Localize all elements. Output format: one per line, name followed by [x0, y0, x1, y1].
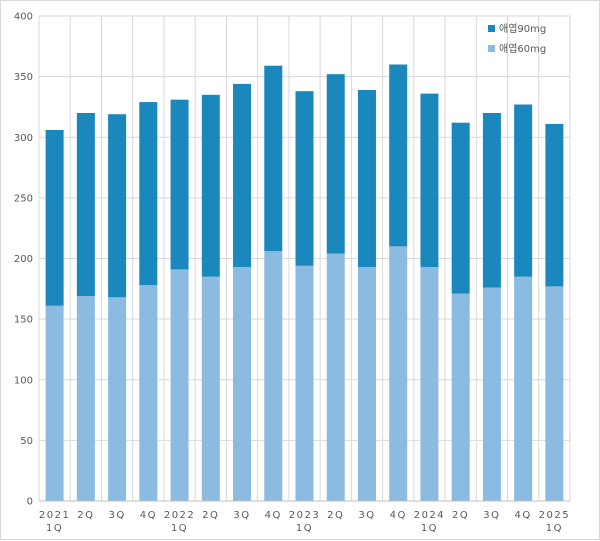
- x-tick-label-16-1: 1Q: [546, 523, 563, 534]
- bar-60mg-13: [451, 293, 470, 501]
- bar-60mg-11: [389, 246, 408, 501]
- bar-90mg-2: [108, 114, 127, 298]
- x-tick-label-11-0: 4Q: [390, 510, 407, 521]
- bar-90mg-6: [233, 83, 252, 267]
- x-tick-label-7-0: 4Q: [265, 510, 282, 521]
- bar-60mg-10: [357, 266, 376, 501]
- y-tick-label-300: 300: [14, 133, 33, 144]
- bar-60mg-9: [326, 253, 345, 501]
- bars: [45, 64, 564, 501]
- x-tick-label-6-0: 3Q: [233, 510, 250, 521]
- bar-60mg-8: [295, 265, 314, 501]
- gridlines: [38, 15, 571, 502]
- bar-90mg-0: [45, 129, 64, 306]
- x-tick-label-16-0: 2025: [539, 510, 570, 521]
- x-tick-label-5-0: 2Q: [202, 510, 219, 521]
- bar-90mg-3: [139, 102, 158, 286]
- y-tick-label-350: 350: [14, 72, 33, 83]
- bar-60mg-12: [420, 266, 439, 501]
- y-tick-label-50: 50: [20, 436, 33, 447]
- bar-60mg-6: [233, 266, 252, 501]
- y-tick-label-200: 200: [14, 254, 33, 265]
- y-tick-label-100: 100: [14, 375, 33, 386]
- x-tick-label-10-0: 3Q: [358, 510, 375, 521]
- bar-90mg-10: [357, 89, 376, 267]
- x-tick-label-12-0: 2024: [414, 510, 445, 521]
- x-tick-label-2-0: 3Q: [108, 510, 125, 521]
- x-tick-label-12-1: 1Q: [421, 523, 438, 534]
- bar-90mg-7: [264, 65, 283, 252]
- bar-90mg-16: [545, 123, 564, 287]
- x-tick-label-0-1: 1Q: [46, 523, 63, 534]
- legend-label-90mg: 애엽90mg: [499, 23, 546, 35]
- bar-90mg-4: [170, 99, 189, 270]
- bar-90mg-9: [326, 74, 345, 254]
- x-tick-label-9-0: 2Q: [327, 510, 344, 521]
- x-tick-label-4-0: 2022: [164, 510, 195, 521]
- x-tick-label-8-0: 2023: [289, 510, 320, 521]
- bar-60mg-4: [170, 269, 189, 501]
- bar-90mg-5: [201, 94, 220, 277]
- axes: 0 50 100 150 200 250 300 350 400 2021 1Q 2Q 3Q 4Q 2022…: [14, 12, 570, 534]
- bar-60mg-7: [264, 251, 283, 501]
- x-tick-label-15-0: 4Q: [515, 510, 532, 521]
- x-tick-label-0-0: 2021: [39, 510, 70, 521]
- bar-60mg-3: [139, 285, 158, 501]
- x-tick-label-3-0: 4Q: [140, 510, 157, 521]
- bar-90mg-12: [420, 93, 439, 267]
- y-tick-label-400: 400: [14, 12, 33, 23]
- x-tick-label-4-1: 1Q: [171, 523, 188, 534]
- bar-60mg-14: [482, 287, 501, 501]
- bar-60mg-16: [545, 286, 564, 501]
- bar-90mg-15: [514, 104, 533, 277]
- bar-90mg-1: [76, 113, 95, 297]
- legend-swatch-60mg: [488, 45, 495, 52]
- y-tick-label-0: 0: [27, 497, 33, 508]
- legend-label-60mg: 애엽60mg: [499, 43, 546, 55]
- legend: 애엽90mg 애엽60mg: [488, 23, 546, 55]
- bar-90mg-14: [482, 113, 501, 288]
- x-tick-label-14-0: 3Q: [483, 510, 500, 521]
- bar-60mg-15: [514, 276, 533, 501]
- bar-90mg-13: [451, 122, 470, 294]
- bar-60mg-2: [108, 297, 127, 501]
- x-tick-label-13-0: 2Q: [452, 510, 469, 521]
- bar-60mg-0: [45, 305, 64, 501]
- y-tick-label-250: 250: [14, 193, 33, 204]
- x-tick-label-8-1: 1Q: [296, 523, 313, 534]
- x-tick-label-1-0: 2Q: [77, 510, 94, 521]
- legend-swatch-90mg: [488, 25, 495, 32]
- bar-60mg-1: [76, 296, 95, 501]
- bar-90mg-8: [295, 91, 314, 266]
- y-tick-label-150: 150: [14, 315, 33, 326]
- bar-90mg-11: [389, 64, 408, 247]
- bar-60mg-5: [201, 276, 220, 501]
